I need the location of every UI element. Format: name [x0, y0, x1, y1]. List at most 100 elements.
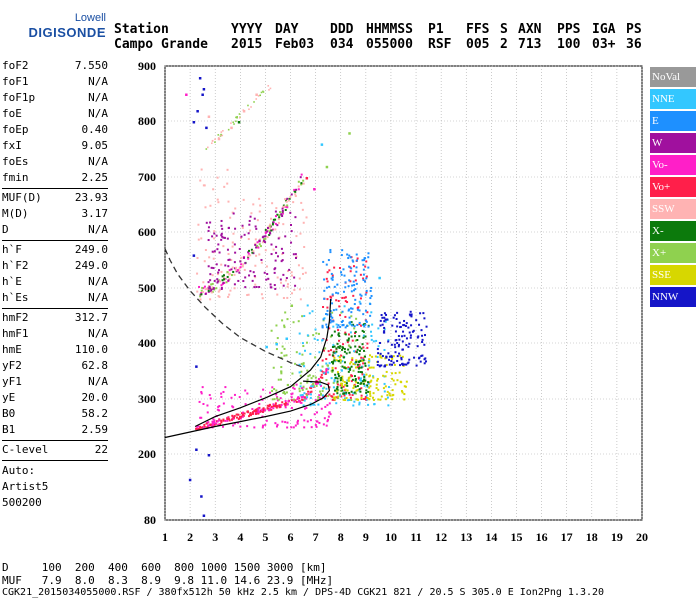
- echo-point: [217, 409, 220, 412]
- echo-point: [219, 280, 222, 283]
- echo-point: [392, 316, 395, 319]
- echo-point: [314, 376, 317, 379]
- echo-point: [337, 374, 340, 377]
- echo-point: [353, 400, 356, 403]
- echo-point: [330, 315, 333, 318]
- echo-point: [235, 266, 238, 269]
- header-value: RSF: [428, 37, 452, 52]
- echo-point: [327, 364, 330, 367]
- echo-point: [314, 399, 317, 402]
- echo-point: [371, 355, 374, 358]
- echo-point: [217, 134, 220, 136]
- echo-point: [266, 404, 269, 407]
- echo-point: [243, 233, 246, 236]
- echo-point: [238, 267, 241, 270]
- echo-point: [350, 315, 353, 318]
- y-tick-label: 700: [138, 170, 156, 184]
- echo-point: [324, 372, 327, 375]
- echo-point: [209, 273, 212, 276]
- param-value: 2.25: [81, 171, 109, 184]
- echo-point: [321, 365, 324, 368]
- echo-point: [298, 387, 301, 390]
- echo-point: [392, 379, 395, 382]
- echo-point: [203, 184, 206, 187]
- echo-point: [243, 412, 246, 415]
- echo-point: [298, 332, 301, 335]
- echo-point: [285, 199, 288, 202]
- echo-point: [302, 385, 305, 388]
- echo-point: [311, 310, 314, 313]
- echo-point: [348, 265, 351, 268]
- echo-point: [340, 271, 343, 274]
- echo-point: [396, 379, 399, 382]
- echo-point: [407, 326, 410, 329]
- echo-point: [250, 212, 253, 215]
- echo-point: [293, 188, 296, 191]
- echo-point: [419, 360, 422, 363]
- echo-point: [329, 310, 332, 313]
- echo-point: [407, 361, 410, 364]
- echo-point: [362, 382, 365, 385]
- echo-point: [285, 391, 288, 394]
- header-label: P1: [428, 22, 444, 37]
- echo-point: [228, 419, 231, 422]
- echo-point: [275, 393, 278, 396]
- echo-point: [272, 218, 275, 221]
- echo-point: [362, 362, 365, 365]
- echo-point: [368, 386, 371, 389]
- echo-point: [286, 206, 289, 209]
- echo-point: [325, 263, 328, 266]
- param-row: h`F2 249.0: [2, 258, 108, 274]
- x-tick-label: 14: [485, 530, 497, 544]
- echo-point: [254, 238, 257, 241]
- echo-point: [333, 380, 336, 383]
- echo-point: [196, 256, 199, 259]
- echo-point: [209, 298, 212, 301]
- echo-point: [379, 324, 382, 327]
- header-column: IGA 03+: [592, 22, 615, 52]
- x-tick-label: 3: [212, 530, 218, 544]
- echo-point: [362, 346, 365, 349]
- echo-point: [349, 280, 352, 283]
- param-row: yF2 62.8: [2, 358, 108, 374]
- param-name: hmF1: [2, 327, 29, 340]
- echo-point: [212, 257, 215, 260]
- echo-point: [274, 228, 277, 231]
- echo-point: [350, 361, 353, 364]
- echo-point: [207, 454, 211, 457]
- echo-point: [296, 419, 299, 422]
- echo-point: [279, 211, 282, 214]
- echo-point: [344, 384, 347, 387]
- echo-point: [272, 221, 275, 224]
- echo-point: [203, 260, 206, 263]
- echo-point: [255, 98, 258, 100]
- echo-point: [259, 245, 262, 248]
- echo-point: [253, 275, 256, 278]
- param-separator: [2, 460, 108, 461]
- echo-point: [385, 313, 388, 316]
- echo-point: [220, 224, 223, 227]
- echo-point: [309, 391, 312, 394]
- echo-point: [346, 384, 349, 387]
- echo-point: [362, 357, 365, 360]
- echo-point: [315, 382, 318, 385]
- echo-point: [321, 339, 324, 342]
- x-tick-label: 9: [363, 530, 369, 544]
- echo-point: [280, 372, 283, 375]
- echo-point: [301, 353, 304, 356]
- echo-point: [365, 275, 368, 278]
- echo-point: [300, 183, 303, 186]
- echo-point: [294, 424, 297, 427]
- echo-point: [358, 403, 361, 406]
- echo-point: [356, 398, 359, 401]
- echo-point: [369, 303, 372, 306]
- echo-point: [387, 352, 390, 355]
- param-name: fxI: [2, 139, 22, 152]
- echo-point: [390, 343, 393, 346]
- echo-point: [379, 354, 382, 357]
- echo-point: [257, 409, 260, 412]
- echo-point: [306, 381, 309, 384]
- echo-point: [281, 420, 284, 423]
- echo-point: [348, 393, 351, 396]
- echo-point: [325, 165, 329, 169]
